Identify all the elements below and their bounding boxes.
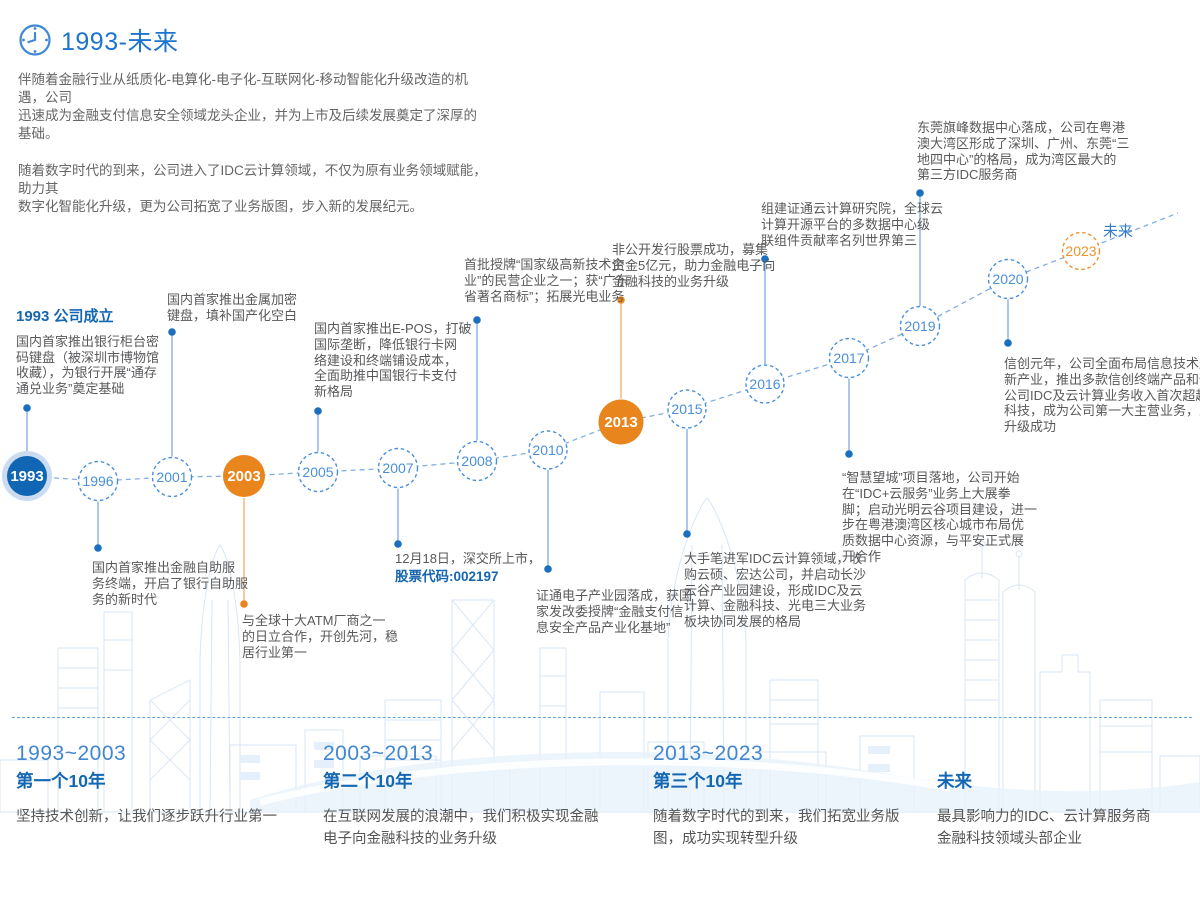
- timeline-node-2023[interactable]: 2023: [1061, 231, 1101, 271]
- decade-range: [937, 742, 1150, 768]
- intro-paragraph-2: 随着数字时代的到来，公司进入了IDC云计算领域，不仅为原有业务领域赋能，助力其 …: [18, 163, 487, 214]
- milestone-dot-2013: [617, 296, 625, 304]
- decade-range: 2013~2023: [653, 742, 764, 765]
- node-year-label: 2015: [671, 401, 702, 417]
- milestone-dot-2017: [845, 450, 853, 458]
- decade-body: 坚持技术创新，让我们逐步跃升行业第一: [16, 809, 277, 825]
- node-year-label: 2005: [302, 464, 333, 480]
- node-year-label: 2017: [833, 350, 864, 366]
- timeline-node-2017[interactable]: 2017: [828, 337, 870, 379]
- node-year-label: 2013: [604, 414, 637, 431]
- timeline-future-label: 未来: [1103, 223, 1134, 240]
- milestone-dot-1996: [94, 544, 102, 552]
- decade-summary-2: 2003~2013 第二个10年 在互联网发展的浪潮中，我们积极实现金融 电子向…: [323, 742, 599, 850]
- timeline-node-2005[interactable]: 2005: [297, 451, 339, 493]
- decade-title: 未来: [937, 771, 972, 791]
- decade-range: 1993~2003: [16, 742, 127, 765]
- decade-title: 第二个10年: [323, 771, 413, 791]
- decade-range: 2003~2013: [323, 742, 434, 765]
- decade-body: 在互联网发展的浪潮中，我们积极实现金融 电子向金融科技的业务升级: [323, 809, 599, 847]
- section-divider: [12, 717, 1192, 718]
- milestone-dot-2007: [394, 540, 402, 548]
- timeline-node-2013[interactable]: 2013: [598, 399, 644, 445]
- milestone-dot-1993: [23, 404, 31, 412]
- node-year-label: 2019: [904, 318, 935, 334]
- decade-summary-future: 未来 最具影响力的IDC、云计算服务商 金融科技领域头部企业: [937, 742, 1150, 850]
- intro-paragraph-1: 伴随着金融行业从纸质化-电算化-电子化-互联网化-移动智能化升级改造的机遇，公司…: [18, 72, 477, 141]
- milestone-dot-2010: [544, 565, 552, 573]
- milestone-dot-2016: [761, 255, 769, 263]
- timeline-node-2016[interactable]: 2016: [745, 364, 785, 404]
- milestone-dot-2020: [1004, 339, 1012, 347]
- node-year-label: 2003: [227, 468, 260, 485]
- decade-body: 随着数字时代的到来，我们拓宽业务版 图，成功实现转型升级: [653, 809, 900, 847]
- node-year-label: 2020: [992, 271, 1023, 287]
- header: 1993-未来 伴随着金融行业从纸质化-电算化-电子化-互联网化-移动智能化升级…: [18, 22, 488, 216]
- node-year-label: 2007: [382, 460, 413, 476]
- milestone-dot-2003: [240, 600, 248, 608]
- timeline-node-2008[interactable]: 2008: [456, 440, 498, 482]
- decade-body: 最具影响力的IDC、云计算服务商 金融科技领域头部企业: [937, 809, 1151, 847]
- milestone-dot-2019: [916, 189, 924, 197]
- clock-icon: [19, 24, 51, 56]
- timeline-node-1993[interactable]: 1993: [2, 451, 52, 501]
- decade-title: 第一个10年: [16, 771, 106, 791]
- node-year-label: 1993: [10, 468, 43, 485]
- milestone-dot-2001: [168, 328, 176, 336]
- timeline-node-1996[interactable]: 1996: [77, 460, 119, 502]
- timeline-node-2001[interactable]: 2001: [151, 456, 193, 498]
- milestone-dot-2015: [683, 530, 691, 538]
- timeline-node-2019[interactable]: 2019: [899, 305, 941, 347]
- node-year-label: 2016: [749, 376, 780, 392]
- decade-title: 第三个10年: [653, 771, 743, 791]
- timeline-path: [26, 212, 1179, 482]
- timeline-node-2020[interactable]: 2020: [987, 258, 1029, 300]
- node-year-label: 2023: [1065, 243, 1096, 259]
- milestone-dot-2005: [314, 407, 322, 415]
- node-year-label: 1996: [82, 473, 113, 489]
- timeline-node-2003[interactable]: 2003: [223, 455, 265, 497]
- timeline-node-2015[interactable]: 2015: [667, 389, 707, 429]
- milestone-dot-2008: [473, 316, 481, 324]
- node-year-label: 2001: [156, 469, 187, 485]
- node-year-label: 2010: [532, 442, 563, 458]
- decade-summary-3: 2013~2023 第三个10年 随着数字时代的到来，我们拓宽业务版 图，成功实…: [653, 742, 900, 850]
- page-title: 1993-未来: [61, 28, 179, 56]
- decade-summary-1: 1993~2003 第一个10年 坚持技术创新，让我们逐步跃升行业第一: [16, 742, 277, 828]
- timeline-node-2010[interactable]: 2010: [528, 430, 568, 470]
- node-year-label: 2008: [461, 453, 492, 469]
- timeline-node-2007[interactable]: 2007: [377, 447, 419, 489]
